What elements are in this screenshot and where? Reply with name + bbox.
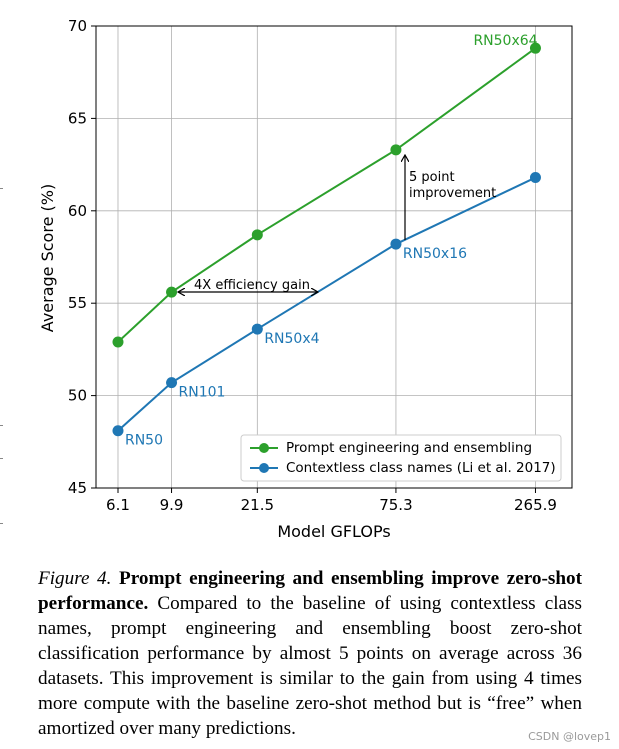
- y-axis-title: Average Score (%): [38, 184, 57, 332]
- data-series: [112, 42, 541, 437]
- legend-marker-contextless: [259, 463, 269, 473]
- series-point-1: [529, 172, 541, 184]
- series-point-1: [390, 238, 402, 250]
- y-axis-ticks: 45 50 55 60 65 70: [68, 17, 96, 497]
- caption-bold-text: Prompt engineering and ensembling improv…: [38, 568, 583, 614]
- figure-caption: Figure 4. Prompt engineering and ensembl…: [38, 566, 582, 741]
- series-point-1: [166, 377, 178, 389]
- edge-mark: [0, 188, 3, 189]
- legend: Prompt engineering and ensembling Contex…: [240, 434, 562, 482]
- efficiency-annotation: 4X efficiency gain: [178, 278, 318, 293]
- y-tick-label: 50: [68, 387, 87, 405]
- watermark: CSDN @lovep1: [528, 730, 611, 743]
- x-axis-ticks: 6.1 9.9 21.5 75.3 265.9: [106, 488, 557, 514]
- series-point-1: [251, 323, 263, 335]
- improvement-annotation: 5 point improvement: [405, 155, 496, 240]
- legend-label-prompt: Prompt engineering and ensembling: [286, 440, 532, 456]
- caption-figure-label: Figure 4.: [38, 568, 112, 589]
- point-label: RN50: [125, 433, 163, 449]
- series-point-0: [390, 144, 402, 156]
- series-point-0: [529, 42, 541, 54]
- plot-frame: [95, 25, 573, 489]
- legend-box: [240, 434, 562, 482]
- series-point-1: [112, 425, 124, 437]
- x-tick-label: 9.9: [160, 496, 184, 514]
- caption-body-text: Compared to the baseline of using contex…: [38, 593, 583, 739]
- legend-label-contextless: Contextless class names (Li et al. 2017): [286, 460, 556, 476]
- point-label: RN50x4: [264, 331, 319, 347]
- efficiency-label: 4X efficiency gain: [194, 278, 310, 293]
- y-tick-label: 70: [68, 17, 87, 35]
- x-tick-label: 75.3: [379, 496, 412, 514]
- improvement-label-line1: 5 point: [409, 170, 455, 185]
- y-tick-label: 55: [68, 294, 87, 312]
- x-tick-label: 21.5: [241, 496, 274, 514]
- series-point-0: [112, 336, 124, 348]
- series-point-0: [251, 229, 263, 241]
- point-label: RN50x16: [403, 246, 467, 262]
- x-axis-title: Model GFLOPs: [277, 522, 390, 541]
- x-tick-label: 6.1: [106, 496, 130, 514]
- edge-mark: [0, 458, 3, 459]
- y-tick-label: 45: [68, 479, 87, 497]
- point-label: RN50x64: [473, 33, 537, 49]
- edge-mark: [0, 425, 3, 426]
- y-tick-label: 65: [68, 109, 87, 127]
- y-tick-label: 60: [68, 202, 87, 220]
- legend-marker-prompt: [259, 443, 269, 453]
- point-labels: RN50x64 RN50 RN101 RN50x4 RN50x16: [125, 33, 538, 449]
- x-tick-label: 265.9: [514, 496, 557, 514]
- edge-mark: [0, 523, 3, 524]
- improvement-label-line2: improvement: [409, 186, 496, 201]
- series-point-0: [166, 286, 178, 298]
- point-label: RN101: [179, 385, 226, 401]
- grid-lines: [96, 25, 572, 489]
- score-vs-gflops-chart: 45 50 55 60 65 70 6.1 9.9 21.5 75.3 265.9 Model G…: [38, 17, 573, 541]
